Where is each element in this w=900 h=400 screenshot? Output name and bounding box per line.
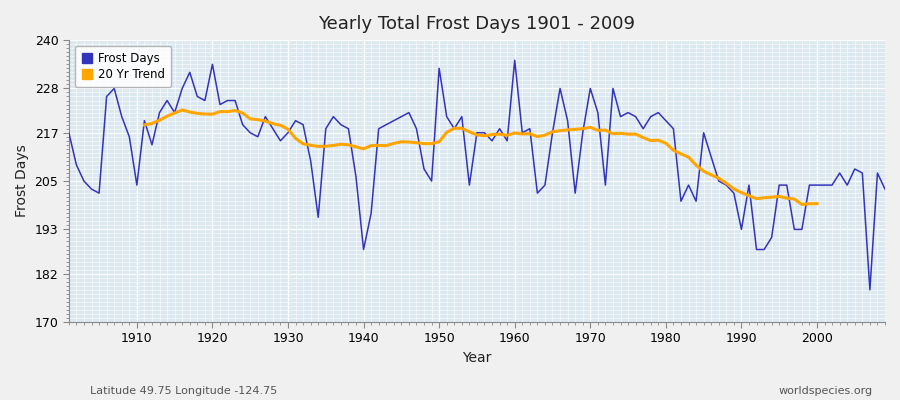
Title: Yearly Total Frost Days 1901 - 2009: Yearly Total Frost Days 1901 - 2009 bbox=[319, 15, 635, 33]
Y-axis label: Frost Days: Frost Days bbox=[15, 145, 29, 218]
X-axis label: Year: Year bbox=[463, 351, 491, 365]
Text: Latitude 49.75 Longitude -124.75: Latitude 49.75 Longitude -124.75 bbox=[90, 386, 277, 396]
Text: worldspecies.org: worldspecies.org bbox=[778, 386, 873, 396]
Legend: Frost Days, 20 Yr Trend: Frost Days, 20 Yr Trend bbox=[75, 46, 171, 87]
